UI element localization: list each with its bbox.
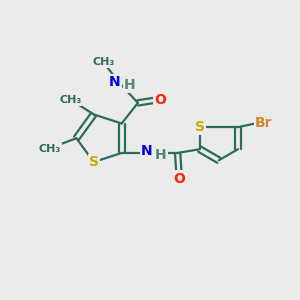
Text: S: S <box>195 120 205 134</box>
Text: Br: Br <box>255 116 273 130</box>
Text: CH₃: CH₃ <box>93 57 115 67</box>
Text: H: H <box>124 78 135 92</box>
Text: CH₃: CH₃ <box>39 143 61 154</box>
Text: H: H <box>155 148 166 162</box>
Text: CH₃: CH₃ <box>59 95 81 105</box>
Text: N: N <box>141 145 152 158</box>
Text: S: S <box>89 155 99 169</box>
Text: O: O <box>173 172 185 185</box>
Text: O: O <box>154 93 166 107</box>
Text: N: N <box>109 75 121 89</box>
